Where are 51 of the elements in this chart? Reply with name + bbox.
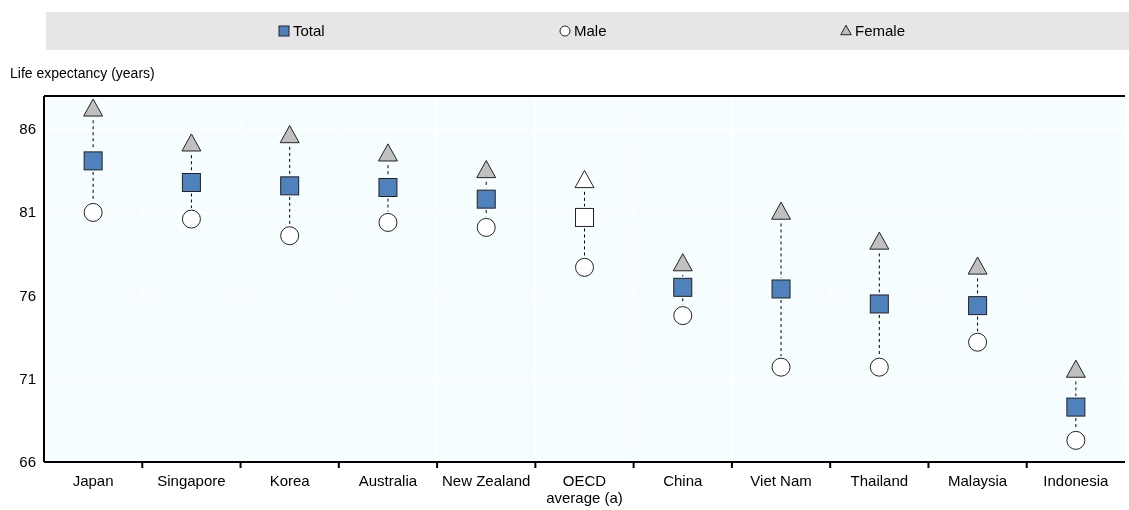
point: [869, 294, 889, 314]
y-tick-label: 81: [19, 203, 36, 221]
point: [279, 125, 300, 144]
x-tick-label: New Zealand: [442, 472, 531, 489]
point: [378, 212, 398, 232]
x-tick-label: Australia: [358, 472, 418, 489]
legend-label: Total: [293, 22, 325, 39]
point: [869, 357, 889, 377]
x-tick-label: China: [663, 472, 704, 489]
y-tick-label: 76: [19, 286, 36, 304]
y-tick-label: 66: [19, 453, 36, 470]
point: [1066, 397, 1086, 417]
y-tick-label: 71: [19, 369, 36, 387]
x-tick-label: Malaysia: [948, 472, 1008, 489]
x-tick-label: OECD average (a): [546, 472, 623, 506]
point: [476, 217, 496, 237]
point: [1066, 430, 1086, 450]
point: [181, 209, 201, 229]
point: [83, 151, 103, 171]
x-tick-label: Japan: [72, 472, 114, 489]
x-tick-label: Viet Nam: [750, 472, 812, 489]
y-axis-title: Life expectancy (years): [10, 65, 155, 81]
point: [771, 279, 791, 299]
x-tick-label: Singapore: [157, 472, 226, 489]
point: [280, 176, 300, 196]
point: [575, 257, 594, 277]
point: [771, 201, 791, 220]
point: [83, 202, 103, 222]
y-tick-label: 86: [19, 120, 36, 138]
point: [968, 296, 988, 316]
point: [378, 178, 398, 197]
point: [378, 143, 398, 162]
legend-label: Female: [855, 22, 906, 39]
x-tick-label: Korea: [269, 472, 311, 489]
point: [967, 256, 988, 275]
point: [673, 306, 693, 326]
point: [968, 332, 988, 352]
x-tick-label: Thailand: [850, 472, 909, 489]
point: [672, 253, 693, 272]
point: [771, 357, 791, 377]
x-tick-label: Indonesia: [1043, 472, 1110, 489]
point: [1065, 359, 1086, 378]
point: [280, 226, 300, 246]
legend-label: Male: [574, 22, 607, 39]
point: [83, 98, 104, 117]
point: [476, 160, 497, 179]
point: [869, 231, 890, 250]
point: [476, 189, 496, 209]
point: [673, 277, 693, 297]
point: [181, 133, 202, 152]
point: [181, 173, 201, 193]
